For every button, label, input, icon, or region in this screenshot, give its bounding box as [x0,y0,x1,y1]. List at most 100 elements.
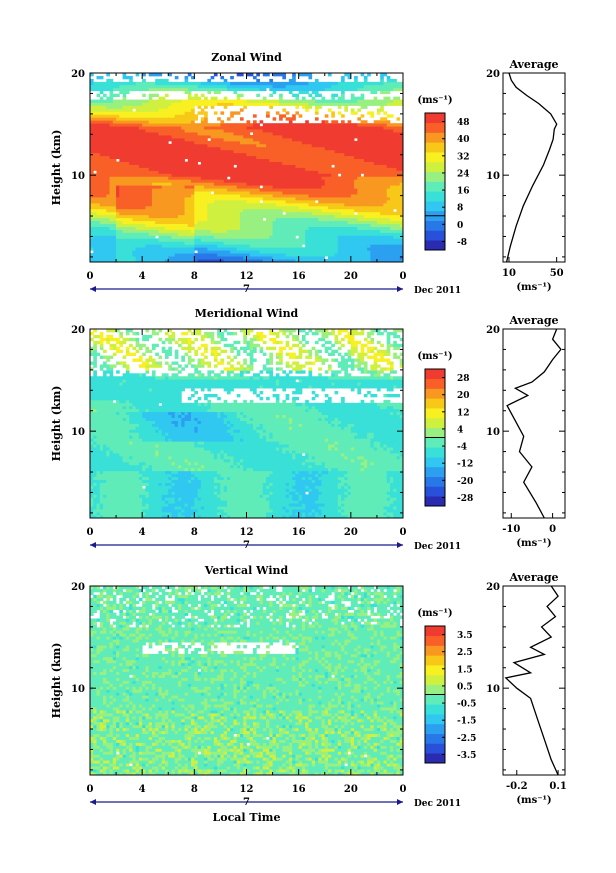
heatmap-cell [256,102,260,106]
heatmap-cell [266,238,270,242]
heatmap-cell [314,238,319,242]
heatmap-cell [259,84,264,89]
heatmap-cell [350,226,355,230]
heatmap-cell [376,211,381,216]
heatmap-cell [93,214,97,219]
heatmap-cell [129,129,133,133]
heatmap-cell [298,102,303,106]
heatmap-cell [272,244,277,248]
heatmap-cell [194,202,198,207]
heatmap-cell [318,232,322,236]
heatmap-cell [145,256,150,260]
heatmap-cell [119,220,123,225]
heatmap-cell [324,99,329,103]
heatmap-cell [272,129,277,133]
heatmap-cell [301,217,306,222]
heatmap-cell [138,143,143,148]
heatmap-cell [132,87,137,92]
heatmap-cell [184,120,189,124]
heatmap-cell [373,197,378,201]
heatmap-cell [347,126,352,130]
heatmap-cell [331,93,335,98]
heatmap-cell [164,149,169,154]
heatmap-cell [151,108,156,112]
heatmap-cell [210,137,215,142]
heatmap-cell [275,211,280,216]
heatmap-cell [308,129,313,133]
heatmap-cell [187,232,192,236]
heatmap-cell [99,140,104,145]
heatmap-cell [308,173,313,177]
heatmap-cell [116,182,120,186]
heatmap-cell [360,143,365,148]
heatmap-cell [106,149,110,154]
heatmap-cell [184,173,189,177]
heatmap-cell [109,123,114,127]
heatmap-cell [217,205,221,210]
heatmap-cell [324,211,329,216]
heatmap-cell [99,126,104,130]
heatmap-cell [213,259,218,263]
heatmap-cell [119,129,123,133]
heatmap-cell [298,114,303,118]
heatmap-cell [272,146,277,151]
heatmap-cell [367,238,371,242]
heatmap-cell [253,161,257,165]
heatmap-cell [262,191,267,195]
heatmap-cell [334,99,339,103]
heatmap-cell [246,152,251,157]
heatmap-cell [194,158,198,162]
heatmap-cell [314,253,319,257]
heatmap-cell [262,176,267,180]
heatmap-cell [259,259,264,263]
heatmap-cell [174,223,179,227]
heatmap-cell [217,259,221,263]
heatmap-cell [200,167,205,171]
heatmap-cell [200,137,205,142]
heatmap-cell [324,232,329,236]
heatmap-cell [285,158,290,162]
heatmap-cell [106,205,110,210]
heatmap-cell [103,152,107,157]
heatmap-cell [129,232,133,236]
heatmap-cell [347,99,352,103]
heatmap-cell [164,199,169,204]
heatmap-cell [151,126,156,130]
heatmap-cell [200,146,205,151]
heatmap-cell [249,73,254,77]
heatmap-cell [217,182,221,186]
heatmap-cell [217,191,221,195]
heatmap-cell [194,170,198,174]
heatmap-cell [337,211,342,216]
heatmap-cell [217,102,221,106]
heatmap-cell [187,197,192,201]
heatmap-cell [204,126,208,130]
heatmap-cell [331,188,335,192]
heatmap-cell [174,170,179,174]
heatmap-cell [288,90,293,95]
heatmap-cell [142,105,146,109]
heatmap-cell [90,120,94,124]
heatmap-cell [253,143,257,148]
heatmap-cell [174,179,179,183]
heatmap-cell [350,126,355,130]
heatmap-cell [103,238,107,242]
heatmap-cell [178,259,182,263]
heatmap-cell [155,259,159,263]
heatmap-cell [363,173,368,177]
heatmap-cell [253,238,257,242]
heatmap-cell [90,87,94,92]
heatmap-cell [305,211,309,216]
heatmap-cell [360,232,365,236]
heatmap-cell [226,81,231,86]
heatmap-cell [226,182,231,186]
heatmap-cell [360,176,365,180]
heatmap-cell [337,155,342,160]
heatmap-cell [279,238,283,242]
heatmap-cell [96,197,101,201]
heatmap-cell [357,164,362,168]
heatmap-cell [285,232,290,236]
heatmap-cell [269,185,273,189]
heatmap-cell [285,155,290,160]
heatmap-cell [164,99,169,103]
